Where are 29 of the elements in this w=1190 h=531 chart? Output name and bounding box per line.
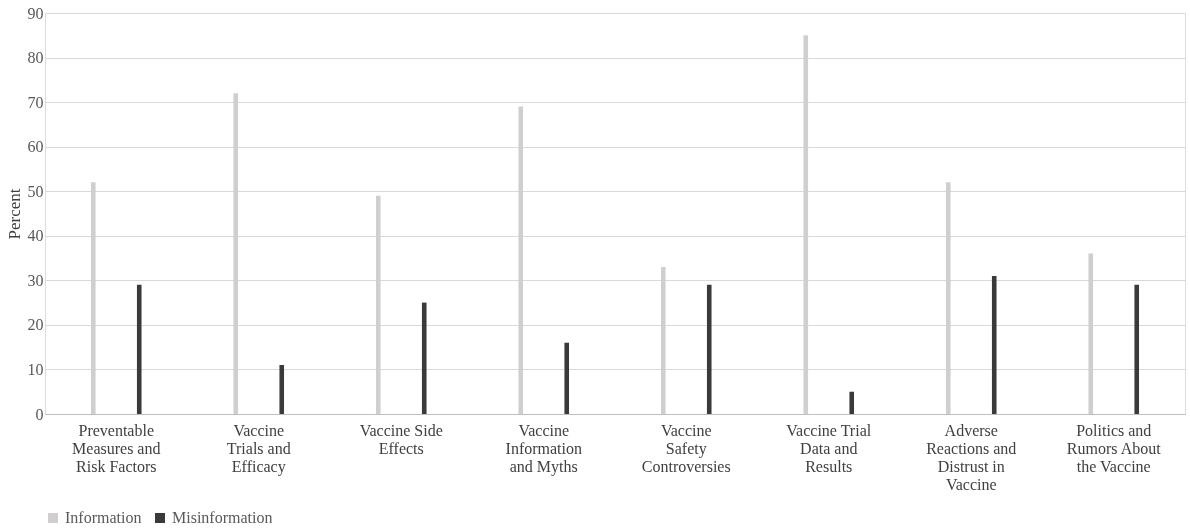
bar [421,302,427,414]
legend-label: Misinformation [172,509,273,526]
bar [1134,284,1140,414]
y-tick-label: 60 [27,138,44,156]
y-tick-label: 40 [27,227,44,245]
y-tick-label: 70 [27,93,44,111]
x-tick-label: Adverse Reactions and Distrust in Vaccine [926,421,1017,493]
bar [279,364,285,414]
y-tick-label: 30 [27,271,44,289]
y-axis-title: Percent [4,188,24,240]
y-tick-label: 80 [27,49,44,67]
bar [136,284,142,414]
y-tick-label: 90 [27,4,44,22]
bar [991,275,997,414]
x-tick-label: Vaccine Trials and Efficacy [226,421,291,476]
bar [564,342,570,414]
x-tick-label: Politics and Rumors About the Vaccine [1066,421,1162,475]
x-tick-label: Vaccine Trial Data and Results [786,421,872,475]
y-tick-label: 50 [27,182,44,200]
y-tick-label: 0 [35,405,44,423]
x-tick-label: Preventable Measures and Risk Factors [72,421,161,475]
x-tick-label: Vaccine Safety Controversies [641,421,731,475]
bar [849,391,855,414]
x-tick-label: Vaccine Information and Myths [505,421,582,476]
bar [706,284,712,414]
y-tick-label: 20 [27,316,44,334]
x-tick-label: Vaccine Side Effects [359,421,443,457]
legend-label: Information [65,509,142,526]
y-tick-label: 10 [27,360,44,378]
